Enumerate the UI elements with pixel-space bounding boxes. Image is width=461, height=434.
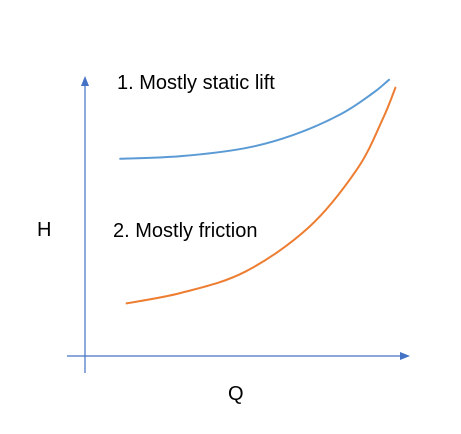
x-axis-arrow-icon xyxy=(400,352,410,360)
labels: H Q 1. Mostly static lift 2. Mostly fric… xyxy=(37,72,275,405)
y-axis-label: H xyxy=(37,219,51,241)
series-label-friction: 2. Mostly friction xyxy=(113,220,257,242)
axes xyxy=(67,76,410,373)
y-axis-arrow-icon xyxy=(81,76,89,86)
x-axis-label: Q xyxy=(228,383,244,405)
series-label-static-lift: 1. Mostly static lift xyxy=(117,72,275,94)
curve-static-lift xyxy=(119,78,390,160)
curve-friction xyxy=(125,86,397,305)
curves xyxy=(119,78,397,305)
